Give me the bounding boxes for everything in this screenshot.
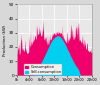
Y-axis label: Production (kW): Production (kW) bbox=[3, 24, 7, 56]
Legend: Consumption, Self-consumption: Consumption, Self-consumption bbox=[24, 64, 62, 75]
